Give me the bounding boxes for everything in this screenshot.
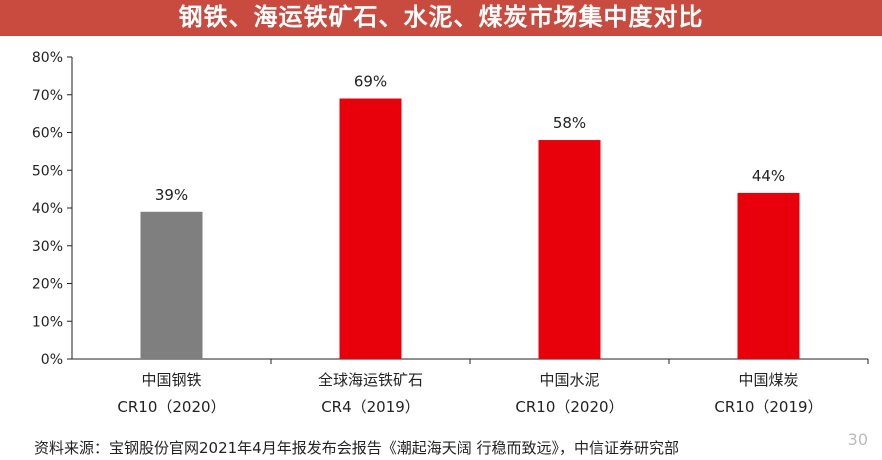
bar — [737, 192, 800, 359]
x-tick-label: 全球海运铁矿石 — [318, 371, 423, 389]
x-tick-label: 中国煤炭 — [738, 371, 798, 389]
page-number: 30 — [847, 430, 868, 449]
x-tick-label: CR10（2020） — [515, 398, 623, 416]
x-tick-label: CR10（2019） — [714, 398, 822, 416]
source-note: 资料来源：宝钢股份官网2021年4月年报发布会报告《潮起海天阔 行稳而致远》，中… — [34, 439, 679, 457]
chart-title: 钢铁、海运铁矿石、水泥、煤炭市场集中度对比 — [0, 0, 882, 36]
y-tick-label: 0% — [41, 352, 63, 368]
y-tick-label: 30% — [32, 239, 63, 255]
data-label: 39% — [155, 186, 188, 204]
y-tick-label: 70% — [32, 88, 63, 104]
y-tick-label: 60% — [32, 126, 63, 142]
data-label: 69% — [354, 73, 387, 91]
bar — [339, 98, 402, 360]
bar — [538, 140, 601, 359]
bar — [140, 211, 203, 359]
data-label: 44% — [752, 167, 785, 185]
x-tick-label: 中国钢铁 — [141, 371, 201, 389]
bar-chart: 0% 10% 20% 30% 40% 50% 60% 70% 80% 39% 中国钢铁 CR10（20… — [32, 50, 869, 416]
x-tick-label: CR4（2019） — [321, 398, 420, 416]
y-tick-label: 20% — [32, 277, 63, 293]
x-tick-label: CR10（2020） — [117, 398, 225, 416]
y-tick-label: 50% — [32, 163, 63, 179]
y-tick-label: 40% — [32, 201, 63, 217]
data-label: 58% — [553, 114, 586, 132]
x-tick-label: 中国水泥 — [539, 371, 599, 389]
y-tick-label: 10% — [32, 314, 63, 330]
y-tick-label: 80% — [32, 50, 63, 66]
